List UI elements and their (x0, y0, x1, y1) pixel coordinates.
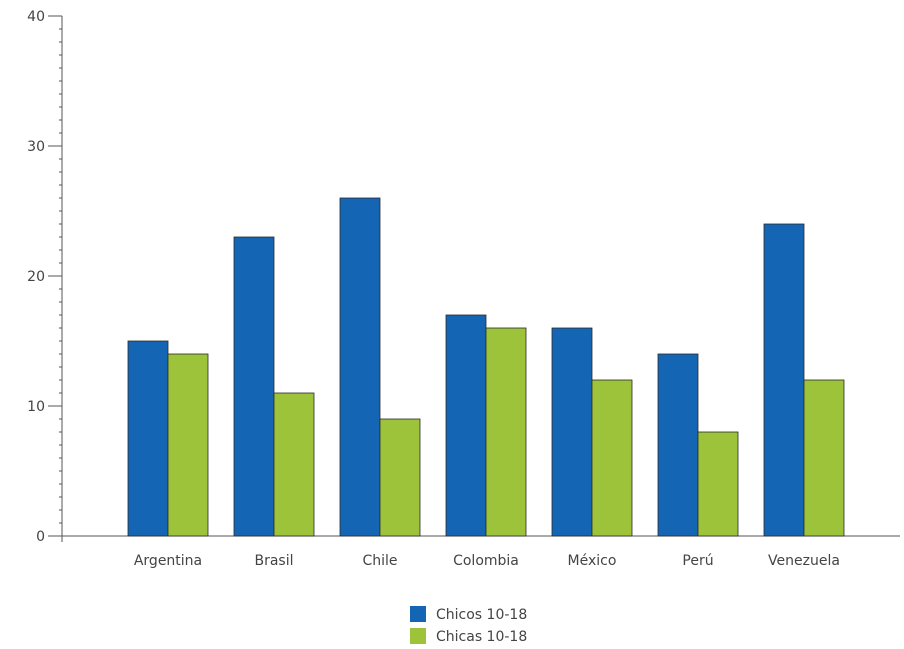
legend-swatch-chicos (410, 606, 426, 622)
y-tick-label: 20 (27, 269, 45, 285)
x-tick-label: Colombia (453, 553, 519, 569)
legend-swatch-chicas (410, 628, 426, 644)
bar-chicos-argentina (127, 340, 169, 537)
bar-chicas-brasil (273, 392, 315, 537)
bar-chicos-perú (657, 353, 699, 537)
bar-chicos-brasil (233, 236, 275, 537)
x-tick-label: Argentina (134, 553, 202, 569)
bar-chicas-argentina (167, 353, 209, 537)
x-tick-label: Chile (362, 553, 397, 569)
legend: Chicos 10-18 Chicas 10-18 (410, 606, 527, 645)
y-axis: 0 10 20 30 40 (27, 9, 63, 545)
y-tick-label: 10 (27, 399, 45, 415)
bar-chicas-perú (697, 431, 739, 537)
y-tick-label: 0 (36, 529, 45, 545)
x-tick-label: México (568, 553, 617, 569)
bar-chicos-venezuela (763, 223, 805, 537)
x-tick-label: Venezuela (768, 553, 840, 569)
category-labels: Argentina Brasil Chile Colombia México Perú Ve… (134, 553, 840, 569)
bar-chicos-colombia (445, 314, 487, 537)
y-tick-label: 40 (27, 9, 45, 25)
bar-chicas-venezuela (803, 379, 845, 537)
bar-chicas-méxico (591, 379, 633, 537)
y-tick-label: 30 (27, 139, 45, 155)
x-tick-label: Perú (682, 553, 713, 569)
legend-label-chicas: Chicas 10-18 (436, 629, 527, 645)
bar-chicos-méxico (551, 327, 593, 537)
bar-chicas-colombia (485, 327, 527, 537)
bar-chicos-chile (339, 197, 381, 537)
bar-chicas-chile (379, 418, 421, 537)
legend-label-chicos: Chicos 10-18 (436, 607, 527, 623)
bars (127, 197, 845, 537)
x-tick-label: Brasil (254, 553, 293, 569)
